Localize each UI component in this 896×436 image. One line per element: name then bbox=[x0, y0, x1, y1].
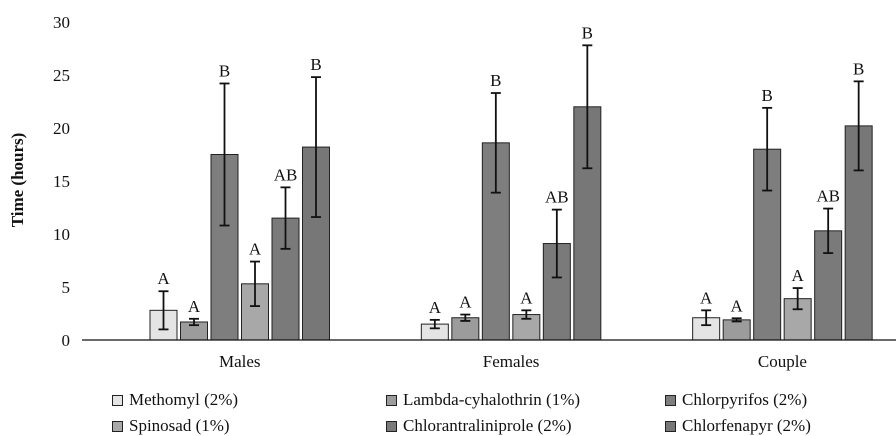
legend: Methomyl (2%) Lambda-cyhalothrin (1%) Chlo… bbox=[0, 384, 896, 436]
significance-label: A bbox=[249, 240, 262, 259]
bar bbox=[542, 243, 571, 341]
significance-label: AB bbox=[274, 165, 298, 184]
y-tick-label: 5 bbox=[62, 278, 71, 297]
y-tick-label: 20 bbox=[53, 119, 70, 138]
x-axis: Males Females Couple bbox=[82, 339, 896, 371]
legend-swatch bbox=[665, 394, 676, 406]
legend-label: Chlorpyrifos (2%) bbox=[682, 390, 808, 409]
x-category-label: Males bbox=[219, 352, 261, 371]
y-tick-label: 15 bbox=[53, 172, 70, 191]
y-tick-label: 10 bbox=[53, 225, 70, 244]
significance-label: A bbox=[792, 266, 805, 285]
y-axis: 0 5 10 15 20 25 30 bbox=[53, 13, 70, 350]
y-axis-title: Time (hours) bbox=[8, 133, 27, 228]
significance-label: A bbox=[700, 288, 713, 307]
legend-swatch bbox=[112, 420, 123, 432]
x-category-label: Couple bbox=[758, 352, 807, 371]
legend-swatch bbox=[112, 394, 123, 406]
significance-label: B bbox=[490, 71, 501, 90]
y-tick-label: 0 bbox=[62, 331, 71, 350]
significance-label: AB bbox=[816, 187, 840, 206]
significance-label: B bbox=[853, 59, 864, 78]
legend-swatch bbox=[386, 394, 397, 406]
legend-swatch bbox=[665, 420, 676, 432]
significance-label: B bbox=[219, 61, 230, 80]
y-tick-label: 30 bbox=[53, 13, 70, 32]
legend-item: Spinosad (1%) bbox=[112, 416, 230, 436]
legend-label: Chlorantraliniprole (2%) bbox=[403, 416, 572, 435]
significance-label: A bbox=[459, 293, 472, 312]
bar bbox=[722, 319, 751, 341]
significance-label: A bbox=[520, 288, 533, 307]
legend-swatch bbox=[386, 420, 397, 432]
significance-label: B bbox=[761, 86, 772, 105]
significance-label: B bbox=[310, 55, 321, 74]
legend-item: Lambda-cyhalothrin (1%) bbox=[386, 390, 580, 410]
legend-item: Chlorantraliniprole (2%) bbox=[386, 416, 572, 436]
legend-label: Lambda-cyhalothrin (1%) bbox=[403, 390, 581, 409]
legend-item: Chlorpyrifos (2%) bbox=[665, 390, 807, 410]
significance-label: AB bbox=[545, 188, 569, 207]
y-tick-label: 25 bbox=[53, 66, 70, 85]
significance-label: B bbox=[582, 23, 593, 42]
legend-label: Spinosad (1%) bbox=[129, 416, 230, 435]
legend-label: Methomyl (2%) bbox=[129, 390, 239, 409]
legend-item: Methomyl (2%) bbox=[112, 390, 238, 410]
significance-label: A bbox=[731, 296, 744, 315]
significance-label: A bbox=[429, 298, 442, 317]
legend-item: Chlorfenapyr (2%) bbox=[665, 416, 811, 436]
x-category-label: Females bbox=[483, 352, 540, 371]
legend-label: Chlorfenapyr (2%) bbox=[682, 416, 811, 435]
significance-label: A bbox=[188, 297, 201, 316]
significance-label: A bbox=[157, 269, 170, 288]
